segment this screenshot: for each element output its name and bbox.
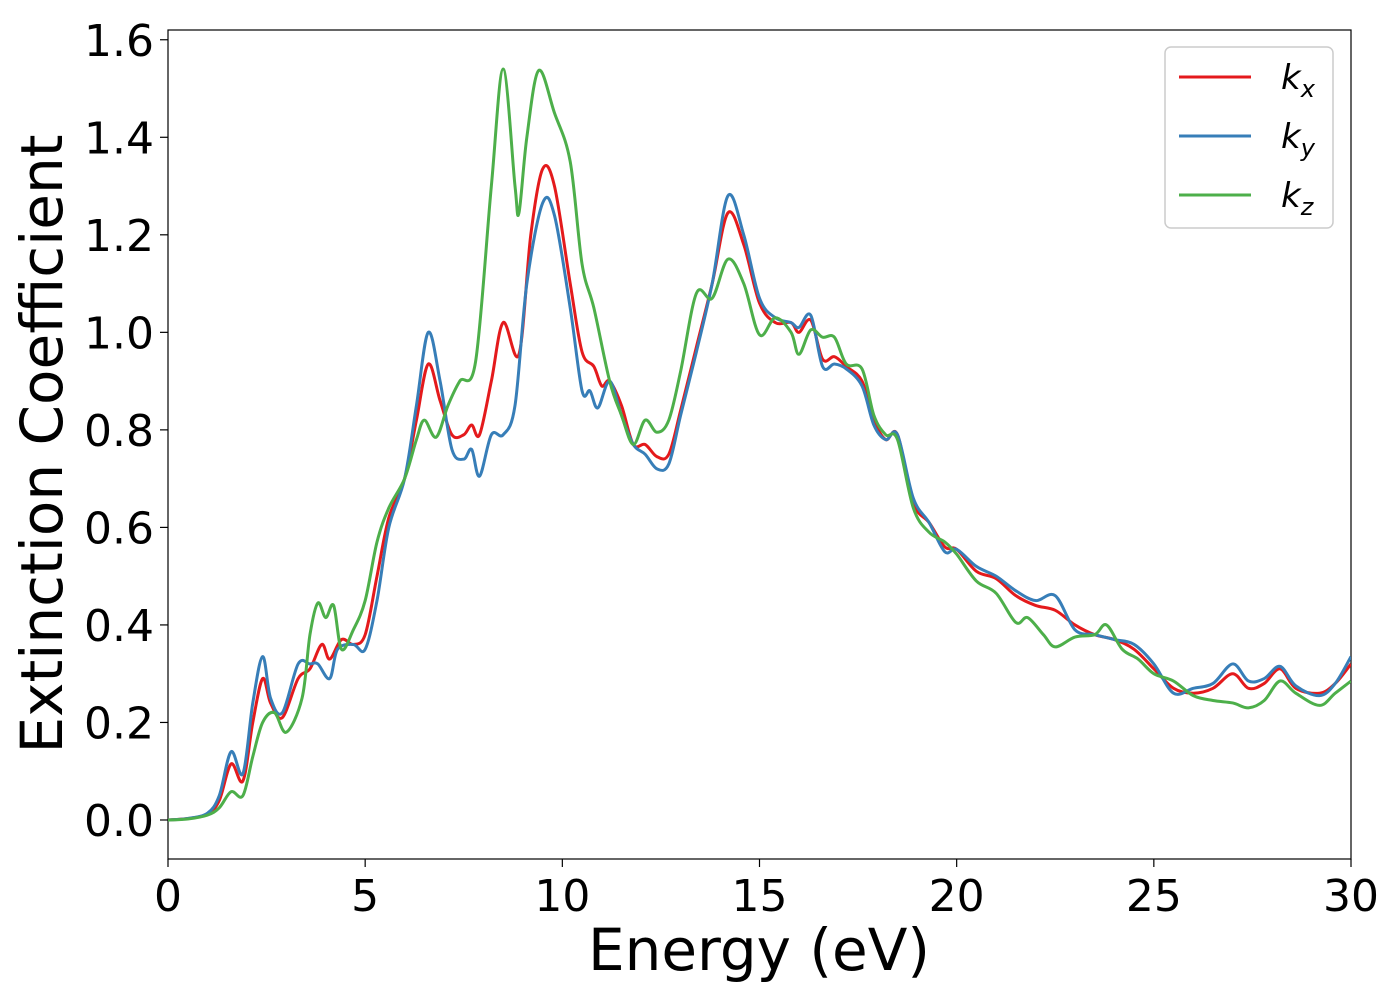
y-tick-label: 1.0 — [84, 308, 154, 359]
legend-label-subscript: x — [1300, 75, 1316, 103]
y-tick-label: 1.2 — [84, 211, 154, 262]
legend-label-kx: kx — [1281, 58, 1316, 103]
legend-label-kz: kz — [1281, 176, 1315, 221]
y-tick-label: 1.4 — [84, 113, 154, 164]
x-axis-title: Energy (eV) — [588, 916, 930, 984]
x-tick-label: 10 — [534, 871, 590, 922]
y-axis-ticks: 0.0 0.2 0.4 0.6 0.8 1.0 1.2 1.4 1.6 — [84, 16, 168, 847]
legend-label-main: k — [1281, 58, 1302, 98]
y-tick-label: 0.8 — [84, 406, 154, 457]
x-tick-label: 5 — [351, 871, 379, 922]
y-tick-label: 0.4 — [84, 601, 154, 652]
series-line-kz — [168, 67, 1351, 822]
legend-label-ky: ky — [1281, 117, 1316, 162]
y-tick-label: 0.0 — [84, 796, 154, 847]
y-tick-label: 1.6 — [84, 16, 154, 67]
x-tick-label: 25 — [1126, 871, 1182, 922]
y-tick-label: 0.2 — [84, 698, 154, 749]
y-tick-label: 0.6 — [84, 503, 154, 554]
x-axis-ticks: 0 5 10 15 20 25 30 — [154, 859, 1379, 922]
x-tick-label: 0 — [154, 871, 182, 922]
plot-area — [167, 29, 1352, 860]
y-axis-title: Extinction Coefficient — [8, 135, 76, 754]
series-layer — [168, 67, 1351, 822]
legend-label-main: k — [1281, 117, 1302, 157]
x-tick-label: 15 — [732, 871, 788, 922]
x-tick-label: 20 — [929, 871, 985, 922]
legend-label-main: k — [1281, 176, 1302, 216]
legend-label-subscript: y — [1300, 134, 1316, 162]
x-tick-label: 30 — [1323, 871, 1379, 922]
legend-label-subscript: z — [1300, 193, 1315, 221]
